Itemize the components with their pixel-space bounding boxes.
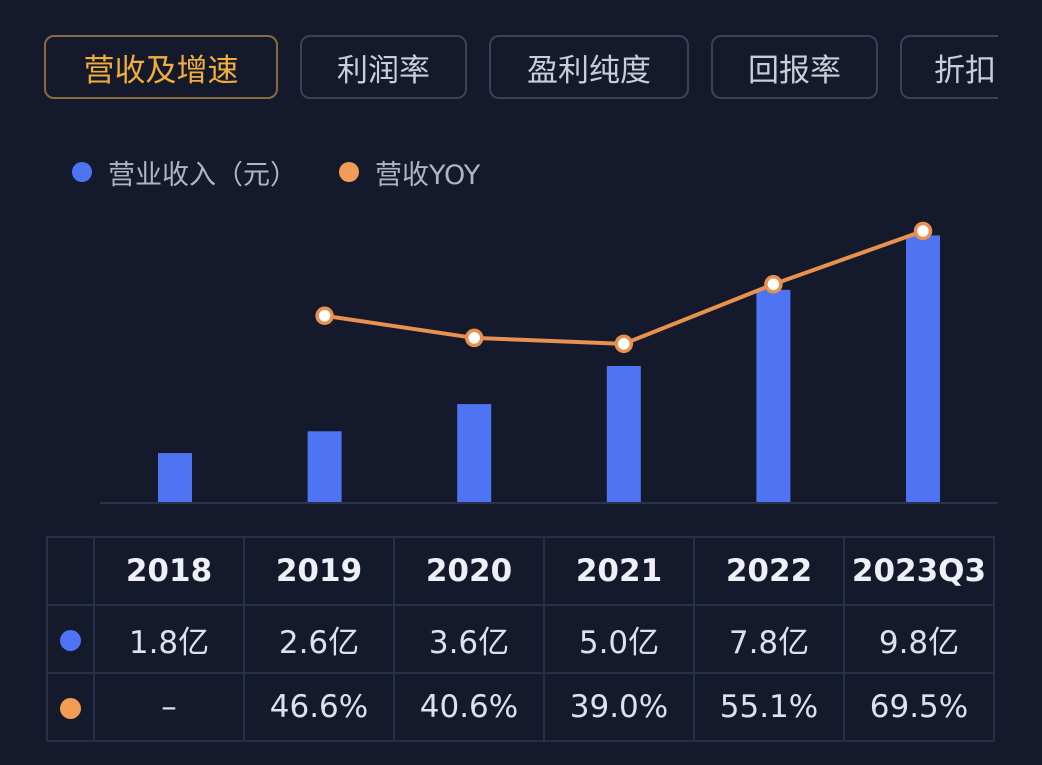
revenue-yoy-chart <box>100 221 998 504</box>
revenue-cell: 7.8亿 <box>693 604 845 674</box>
year-cell: 2021 <box>543 536 695 606</box>
legend-item-yoy[interactable]: 营收YOY <box>339 153 480 192</box>
table-header-row: 2018 2019 2020 2021 2022 2023Q3 <box>46 536 995 606</box>
revenue-bar[interactable] <box>457 404 492 502</box>
yoy-cell: 40.6% <box>393 672 545 742</box>
yoy-point[interactable] <box>315 306 334 325</box>
yoy-point[interactable] <box>913 221 933 241</box>
yoy-cell: – <box>93 672 245 742</box>
yoy-point[interactable] <box>764 275 783 294</box>
legend-yoy-label: 营收YOY <box>375 159 481 191</box>
table-row-revenue: 1.8亿 2.6亿 3.6亿 5.0亿 7.8亿 9.8亿 <box>46 604 995 674</box>
revenue-bar[interactable] <box>756 289 791 502</box>
year-cell: 2019 <box>243 536 395 606</box>
yoy-points <box>315 221 933 354</box>
revenue-bars <box>158 235 940 502</box>
revenue-row-marker <box>46 604 95 674</box>
data-table: 2018 2019 2020 2021 2022 2023Q3 1.8亿 2.6… <box>46 536 995 742</box>
legend-revenue-label: 营业收入（元） <box>108 159 297 191</box>
revenue-bar[interactable] <box>906 235 940 502</box>
revenue-cell: 5.0亿 <box>543 604 695 674</box>
yoy-point[interactable] <box>614 334 634 354</box>
yoy-row-marker <box>46 672 95 742</box>
revenue-bar[interactable] <box>158 453 192 502</box>
yoy-line <box>324 229 924 346</box>
year-cell: 2018 <box>93 536 245 606</box>
revenue-cell: 2.6亿 <box>243 604 395 674</box>
yoy-dot-icon <box>60 698 81 719</box>
year-cell: 2020 <box>393 536 545 606</box>
yoy-cell: 69.5% <box>843 672 995 742</box>
revenue-dot-icon <box>60 630 81 651</box>
yoy-cell: 39.0% <box>543 672 695 742</box>
revenue-cell: 1.8亿 <box>93 604 245 674</box>
tab-discount[interactable]: 折扣 <box>900 35 998 99</box>
tab-earnings-quality[interactable]: 盈利纯度 <box>489 35 689 99</box>
tab-return-rate[interactable]: 回报率 <box>711 35 878 99</box>
revenue-cell: 9.8亿 <box>843 604 995 674</box>
yoy-cell: 55.1% <box>693 672 845 742</box>
table-corner-cell <box>46 536 95 606</box>
year-cell: 2022 <box>693 536 845 606</box>
revenue-cell: 3.6亿 <box>393 604 545 674</box>
legend-yoy-dot <box>339 162 359 182</box>
legend-item-revenue[interactable]: 营业收入（元） <box>72 153 297 192</box>
tab-revenue-growth[interactable]: 营收及增速 <box>44 35 278 99</box>
legend-revenue-dot <box>72 162 92 182</box>
yoy-cell: 46.6% <box>243 672 395 742</box>
tab-profit-margin[interactable]: 利润率 <box>300 35 467 99</box>
yoy-point[interactable] <box>464 328 484 348</box>
revenue-bar[interactable] <box>307 431 342 502</box>
metric-tab-bar: 营收及增速 利润率 盈利纯度 回报率 折扣 <box>0 35 998 103</box>
chart-legend: 营业收入（元） 营收YOY <box>72 152 522 192</box>
table-row-yoy: – 46.6% 40.6% 39.0% 55.1% 69.5% <box>46 672 995 742</box>
year-cell: 2023Q3 <box>843 536 995 606</box>
revenue-bar[interactable] <box>606 366 641 502</box>
